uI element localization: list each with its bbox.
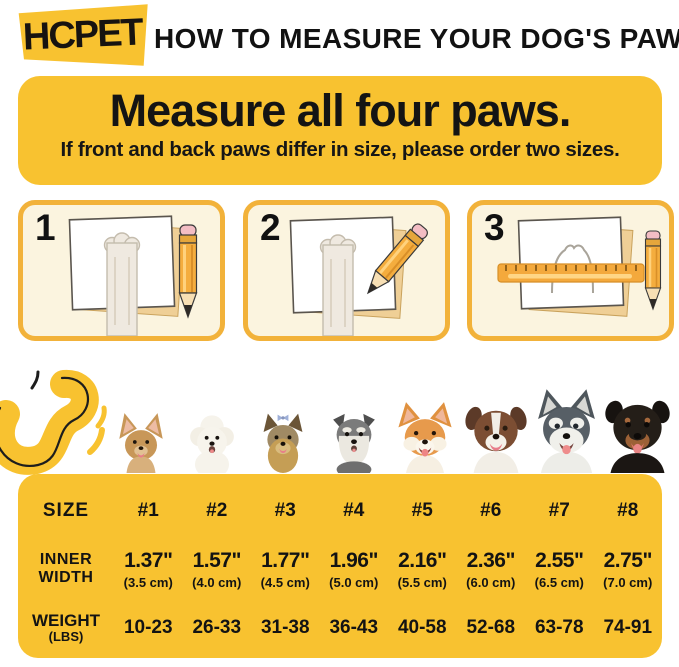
page-title: HOW TO MEASURE YOUR DOG'S PAWS xyxy=(154,23,679,54)
size-cell: #6 xyxy=(480,500,502,521)
size-row: SIZE #1 #2 #3 #4 #5 #6 #7 #8 xyxy=(18,486,662,536)
size-cell: #2 xyxy=(206,500,228,521)
step-number-2: 2 xyxy=(260,207,281,248)
weight-cell: 63-78 xyxy=(534,617,584,638)
inner-width-cell: 1.96" (5.0 cm) xyxy=(329,548,379,590)
step-number-1: 1 xyxy=(35,207,56,248)
dog-photo-australian-shepherd xyxy=(460,389,531,473)
dog-photo-miniature-schnauzer xyxy=(318,401,389,473)
inner-width-cell: 1.37" (3.5 cm) xyxy=(123,548,173,590)
dog-photo-husky xyxy=(531,379,602,473)
size-row-label: SIZE xyxy=(42,499,90,521)
weight-cell: 52-68 xyxy=(466,617,516,638)
weight-row: WEIGHT (LBS) 10-23 26-33 31-38 36-43 40-… xyxy=(18,602,662,654)
weight-cell: 36-43 xyxy=(329,617,379,638)
banner-title: Measure all four paws. xyxy=(109,85,572,136)
weight-cell: 31-38 xyxy=(260,617,310,638)
inner-width-row: INNER WIDTH 1.37" (3.5 cm) 1.57" (4.0 cm… xyxy=(18,536,662,602)
weight-cell: 74-91 xyxy=(603,617,653,638)
measure-banner: Measure all four paws. If front and back… xyxy=(18,76,662,185)
step-panel-1: 1 xyxy=(18,200,225,341)
inner-width-cell: 1.57" (4.0 cm) xyxy=(192,548,242,590)
size-cell: #3 xyxy=(274,500,296,521)
step-panel-2: 2 xyxy=(243,200,450,341)
dog-photo-rottweiler xyxy=(602,373,673,473)
weight-row-label: WEIGHT (LBS) xyxy=(32,610,100,645)
inner-width-row-label: INNER WIDTH xyxy=(38,551,94,586)
yellow-squiggle-decoration xyxy=(0,370,107,475)
weight-cell: 10-23 xyxy=(123,617,173,638)
paw-on-paper-icon xyxy=(68,215,198,336)
size-cell: #1 xyxy=(137,500,159,521)
inner-width-cell: 2.16" (5.5 cm) xyxy=(397,548,447,590)
size-cell: #8 xyxy=(617,500,639,521)
step-panel-3: 3 xyxy=(467,200,674,341)
weight-cell: 26-33 xyxy=(192,617,242,638)
dog-breed-row xyxy=(105,364,673,473)
hcpet-logo-text: HCPET xyxy=(22,10,143,59)
size-cell: #5 xyxy=(411,500,433,521)
size-chart-table: SIZE #1 #2 #3 #4 #5 #6 #7 #8 INNER WIDTH… xyxy=(18,474,662,658)
size-cell: #7 xyxy=(548,500,570,521)
size-cell: #4 xyxy=(343,500,365,521)
inner-width-cell: 2.75" (7.0 cm) xyxy=(603,548,653,590)
dog-photo-bichon-frise xyxy=(176,409,247,473)
inner-width-cell: 1.77" (4.5 cm) xyxy=(260,548,310,590)
step-number-3: 3 xyxy=(484,207,505,248)
inner-width-cell: 2.36" (6.0 cm) xyxy=(466,548,516,590)
pencil-tracing-paw-icon xyxy=(289,216,428,336)
hcpet-logo: HCPET xyxy=(18,4,148,66)
inner-width-cell: 2.55" (6.5 cm) xyxy=(534,548,584,590)
dog-photo-chihuahua xyxy=(105,411,176,473)
banner-subtitle: If front and back paws differ in size, p… xyxy=(60,138,620,161)
dog-photo-shiba-inu xyxy=(389,397,460,473)
dog-photo-yorkshire-terrier xyxy=(247,405,318,473)
weight-cell: 40-58 xyxy=(397,617,447,638)
ruler-measuring-outline-icon xyxy=(497,216,662,317)
